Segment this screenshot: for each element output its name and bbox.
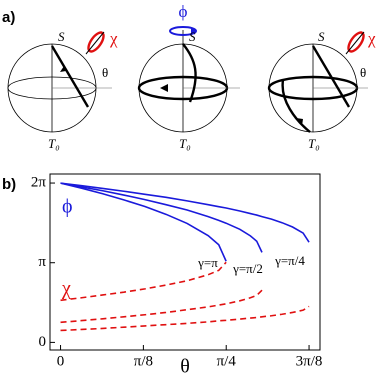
x-tick-label: 3π/8	[296, 353, 323, 369]
pole-label: S	[318, 29, 325, 44]
series-line	[60, 305, 310, 332]
sphere: S T₀ θ χ	[7, 29, 118, 151]
series-line	[60, 182, 263, 253]
pole-label: T₀	[308, 136, 320, 151]
sphere: S T₀ θ χ	[267, 29, 376, 151]
sphere: S T₀ ϕ	[137, 2, 240, 151]
annotation: γ=π/4	[274, 253, 305, 268]
pole-label: T₀	[179, 136, 191, 151]
rotation-label: χ	[109, 29, 118, 48]
annotation: γ=π	[197, 255, 218, 270]
annotation: ϕ	[62, 196, 73, 218]
rotation-label: χ	[367, 29, 376, 48]
x-tick-label: π/4	[217, 353, 237, 369]
pole-label: S	[189, 29, 196, 44]
angle-label: θ	[102, 65, 108, 80]
x-tick-label: 0	[57, 353, 65, 369]
annotation: γ=π/2	[232, 261, 263, 276]
x-tick-label: π/8	[134, 353, 153, 369]
panel-label: b)	[2, 176, 16, 193]
angle-label: θ	[360, 65, 366, 80]
pole-label: S	[58, 29, 65, 44]
y-tick-label: 0	[39, 334, 47, 350]
panel-label: a)	[2, 9, 15, 26]
pole-label: T₀	[48, 136, 60, 151]
series-line	[60, 289, 263, 324]
y-tick-label: π	[38, 254, 46, 270]
series-line	[60, 182, 227, 262]
annotation: χ	[61, 278, 71, 300]
y-tick-label: 2π	[31, 174, 47, 190]
series-line	[60, 182, 310, 243]
rotation-label: ϕ	[179, 2, 188, 21]
series-line	[60, 261, 227, 302]
plot-frame	[49, 173, 321, 351]
x-axis-label: θ	[180, 356, 190, 378]
